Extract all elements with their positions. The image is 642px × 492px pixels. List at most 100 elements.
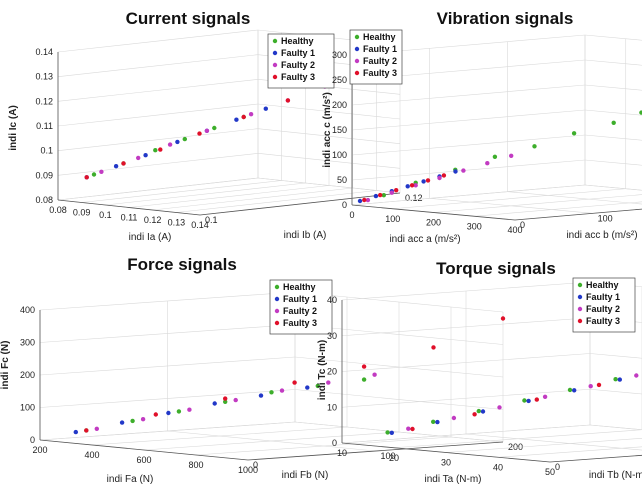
data-point — [453, 169, 458, 174]
legend-marker — [274, 320, 280, 326]
data-point — [480, 409, 486, 414]
z-tick-label: 0.1 — [40, 146, 53, 156]
data-point — [421, 179, 426, 184]
y-axis — [549, 454, 642, 463]
legend-entry: Faulty 3 — [281, 72, 315, 82]
data-point — [361, 364, 367, 369]
legend-entry: Faulty 2 — [281, 60, 315, 70]
legend-marker — [272, 38, 278, 44]
legend-entry: Faulty 1 — [283, 294, 317, 304]
data-point — [431, 345, 436, 350]
x-tick-label: 300 — [467, 221, 482, 231]
legend-box — [269, 279, 333, 335]
z-tick-label: 0 — [332, 438, 337, 448]
data-point — [534, 397, 539, 402]
x-tick-label: 10 — [337, 448, 347, 458]
x-tick-label: 0.13 — [168, 218, 186, 228]
data-point — [409, 183, 415, 188]
series-faulty-3 — [362, 173, 447, 203]
legend-marker — [274, 308, 280, 314]
y-tick-label: 100 — [598, 213, 613, 223]
grid — [57, 29, 401, 216]
z-tick-label: 100 — [20, 403, 35, 413]
data-point — [522, 398, 527, 403]
axes — [57, 52, 401, 216]
data-point — [94, 426, 100, 431]
x-tick-label: 1000 — [238, 465, 258, 475]
y-axis — [199, 192, 401, 216]
legend-entry: Faulty 2 — [283, 306, 317, 316]
x-tick-label: 800 — [188, 460, 203, 470]
y-tick-label: 0.12 — [405, 193, 423, 203]
x-tick-label: 0.09 — [73, 208, 91, 218]
x-axis — [341, 442, 551, 463]
x-axis-label: indi Ia (A) — [129, 232, 172, 243]
data-point — [234, 117, 239, 122]
z-tick-label: 20 — [327, 367, 337, 377]
data-point — [413, 183, 418, 188]
data-point — [136, 155, 141, 161]
series-healthy — [385, 377, 618, 435]
legend-marker — [577, 306, 583, 312]
x-tick-label: 200 — [426, 218, 441, 228]
data-point — [153, 412, 158, 417]
data-point — [315, 383, 320, 389]
legend: Healthy Faulty 1 Faulty 2 Faulty 3 — [572, 277, 636, 333]
data-point — [212, 401, 217, 406]
data-point — [140, 417, 146, 422]
legend-marker — [274, 296, 280, 302]
y-tick-label: 100 — [381, 451, 396, 461]
data-point — [365, 197, 371, 203]
data-point — [357, 198, 363, 204]
legend-entry: Faulty 1 — [586, 292, 620, 302]
legend-entry: Faulty 3 — [586, 316, 620, 326]
x-tick-label: 400 — [507, 225, 522, 235]
z-tick-label: 0.08 — [35, 195, 53, 205]
x-tick-label: 30 — [441, 458, 451, 468]
z-axis-label: indi Fc (N) — [0, 341, 11, 390]
legend-marker — [272, 50, 278, 56]
series-faulty-3 — [84, 316, 506, 433]
data-point — [611, 120, 616, 126]
data-point — [497, 405, 502, 410]
data-point — [441, 173, 447, 178]
data-point — [248, 112, 254, 117]
data-point — [233, 397, 238, 403]
data-point — [166, 410, 171, 416]
legend-entry: Healthy — [363, 32, 396, 42]
data-point — [492, 154, 498, 159]
data-point — [73, 429, 79, 435]
data-point — [451, 415, 457, 421]
vibration-signals-panel: 0100200300400010020030005010015020025030… — [322, 9, 642, 245]
data-point — [485, 161, 490, 166]
data-point — [279, 388, 285, 393]
data-point — [389, 430, 394, 435]
x-tick-label: 400 — [84, 450, 99, 460]
legend-entry: Faulty 1 — [281, 48, 315, 58]
z-tick-label: 0.12 — [35, 96, 53, 106]
data-point — [389, 190, 394, 195]
legend: Healthy Faulty 1 Faulty 2 Faulty 3 — [349, 29, 403, 85]
data-point — [381, 193, 386, 198]
series-faulty-3 — [410, 382, 602, 432]
data-point — [532, 144, 537, 149]
y-tick-label: 200 — [508, 442, 523, 452]
data-point — [292, 380, 297, 385]
z-tick-label: 0 — [30, 435, 35, 445]
data-point — [153, 148, 158, 153]
legend-entry: Healthy — [283, 282, 316, 292]
chart-title: Current signals — [126, 9, 251, 28]
legend-marker — [272, 74, 278, 80]
z-tick-label: 0.11 — [36, 121, 53, 131]
data-point — [613, 377, 618, 382]
legend-entry: Faulty 2 — [586, 304, 620, 314]
data-point — [204, 128, 210, 133]
data-point — [431, 419, 436, 424]
z-tick-label: 30 — [327, 331, 337, 341]
data-point — [437, 175, 442, 181]
x-tick-label: 50 — [545, 467, 555, 477]
data-point — [99, 169, 104, 174]
data-point — [394, 188, 399, 193]
